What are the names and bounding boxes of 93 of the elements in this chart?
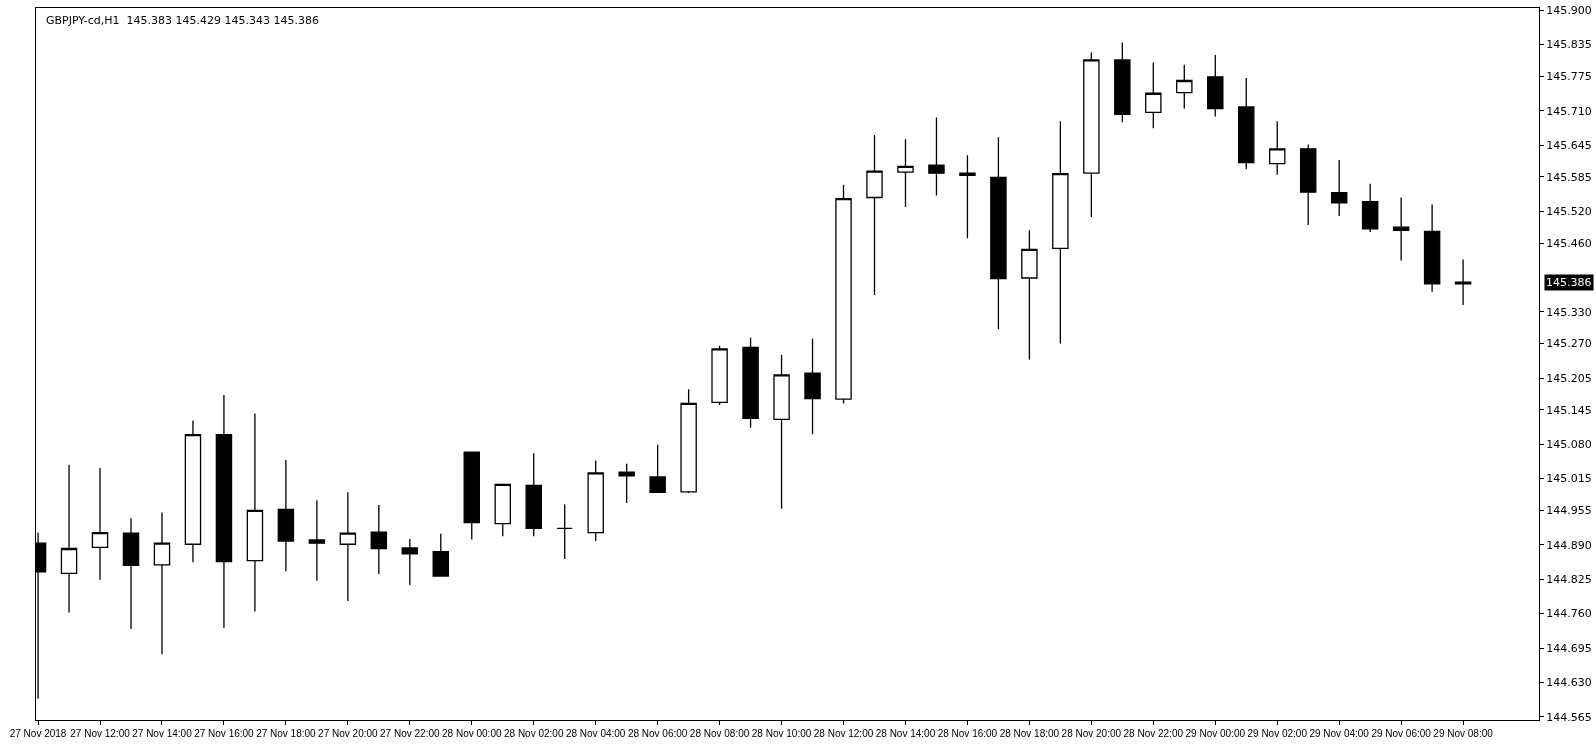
x-tick-label: 28 Nov 06:00 xyxy=(627,728,688,739)
candlestick xyxy=(1021,229,1038,361)
y-tick-label: 144.760 xyxy=(1546,607,1592,621)
candlestick xyxy=(432,533,450,577)
y-tick-label: 145.145 xyxy=(1546,403,1592,417)
candlestick xyxy=(773,354,790,510)
x-tick-label: 28 Nov 00:00 xyxy=(442,728,502,739)
candlestick xyxy=(835,184,852,405)
y-tick-label: 145.775 xyxy=(1546,70,1592,84)
x-tick-label: 29 Nov 06:00 xyxy=(1371,728,1432,739)
y-tick-label: 144.695 xyxy=(1546,641,1592,655)
candlestick xyxy=(742,337,759,429)
candlestick xyxy=(1052,120,1069,345)
candlestick xyxy=(370,504,388,575)
candlestick xyxy=(804,338,821,435)
x-tick-label: 28 Nov 12:00 xyxy=(813,728,874,739)
text: GBPJPY-cd,H1 145.383 145.429 145.343 145.386 xyxy=(46,14,319,27)
candlestick xyxy=(866,134,883,296)
candlestick xyxy=(122,517,140,630)
candlestick xyxy=(959,154,976,239)
y-tick-label: 144.825 xyxy=(1546,573,1592,587)
y-tick-label: 145.330 xyxy=(1546,305,1592,319)
y-tick-label: 145.710 xyxy=(1546,104,1592,118)
text: 145.386 xyxy=(1546,276,1592,289)
y-tick-label: 145.900 xyxy=(1546,3,1592,17)
x-tick-label: 27 Nov 18:00 xyxy=(256,728,317,739)
candlestick xyxy=(649,444,666,494)
x-tick-label: 27 Nov 20:00 xyxy=(318,728,379,739)
candlestick xyxy=(494,483,511,537)
candlestick xyxy=(1330,159,1348,217)
x-tick-label: 27 Nov 12:00 xyxy=(70,728,131,739)
x-tick-label: 27 Nov 14:00 xyxy=(132,728,193,739)
x-tick-label: 29 Nov 00:00 xyxy=(1185,728,1246,739)
candlestick xyxy=(525,452,542,537)
candlestick xyxy=(339,491,357,602)
candlestick xyxy=(60,464,78,614)
candlestick xyxy=(1299,143,1317,226)
candlestick xyxy=(401,538,419,586)
candlestick xyxy=(308,499,326,582)
y-tick-label: 145.270 xyxy=(1546,337,1592,351)
x-tick-label: 28 Nov 22:00 xyxy=(1123,728,1184,739)
candlestick xyxy=(1268,120,1286,176)
candlestick xyxy=(1145,61,1162,129)
x-tick-label: 28 Nov 04:00 xyxy=(565,728,626,739)
candlestick xyxy=(215,394,233,629)
candlestick xyxy=(711,345,728,406)
x-tick-label: 27 Nov 16:00 xyxy=(194,728,255,739)
x-tick-label: 29 Nov 04:00 xyxy=(1309,728,1370,739)
candlestick xyxy=(680,388,697,494)
x-tick-label: 29 Nov 08:00 xyxy=(1433,728,1494,739)
y-tick-label: 145.080 xyxy=(1546,438,1592,452)
x-tick-label: 28 Nov 20:00 xyxy=(1061,728,1122,739)
candlestick xyxy=(990,136,1007,330)
x-tick-label: 28 Nov 18:00 xyxy=(999,728,1060,739)
candlestick xyxy=(1361,183,1379,233)
candlestick xyxy=(587,459,604,542)
y-tick-label: 145.835 xyxy=(1546,38,1592,52)
candlestick xyxy=(1454,258,1472,306)
candlestick xyxy=(184,419,202,563)
x-tick-label: 28 Nov 02:00 xyxy=(503,728,564,739)
candlestick xyxy=(897,138,914,208)
candlestick xyxy=(1114,41,1131,123)
candlestick xyxy=(618,463,635,504)
candlestick xyxy=(463,451,481,541)
y-tick-label: 145.460 xyxy=(1546,236,1592,250)
candlestick xyxy=(153,511,171,656)
y-tick-label: 144.890 xyxy=(1546,538,1592,552)
candlestick xyxy=(928,116,945,197)
y-tick-label: 144.565 xyxy=(1546,710,1592,724)
candlestick xyxy=(1176,63,1193,110)
y-tick-label: 145.520 xyxy=(1546,205,1592,219)
candlestick xyxy=(556,503,573,560)
y-tick-label: 145.205 xyxy=(1546,371,1592,385)
y-tick-label: 145.585 xyxy=(1546,170,1592,184)
x-tick-label: 27 Nov 2018 xyxy=(9,728,67,739)
candlestick xyxy=(1423,203,1441,293)
candlestick xyxy=(1207,54,1224,118)
candlestick xyxy=(91,467,109,581)
candlestick xyxy=(246,412,264,613)
x-tick-label: 28 Nov 08:00 xyxy=(689,728,750,739)
x-tick-label: 28 Nov 14:00 xyxy=(875,728,936,739)
y-tick-label: 144.955 xyxy=(1546,504,1592,518)
candlestick xyxy=(277,459,295,572)
y-tick-label: 144.630 xyxy=(1546,676,1592,690)
x-tick-label: 28 Nov 10:00 xyxy=(751,728,812,739)
candlestick xyxy=(1083,51,1100,218)
y-tick-label: 145.015 xyxy=(1546,472,1592,486)
candlestick xyxy=(1238,77,1255,170)
y-tick-label: 145.645 xyxy=(1546,138,1592,152)
x-tick-label: 28 Nov 16:00 xyxy=(937,728,998,739)
x-tick-label: 27 Nov 22:00 xyxy=(380,728,440,739)
x-tick-label: 29 Nov 02:00 xyxy=(1247,728,1308,739)
candlestick xyxy=(1392,196,1410,262)
